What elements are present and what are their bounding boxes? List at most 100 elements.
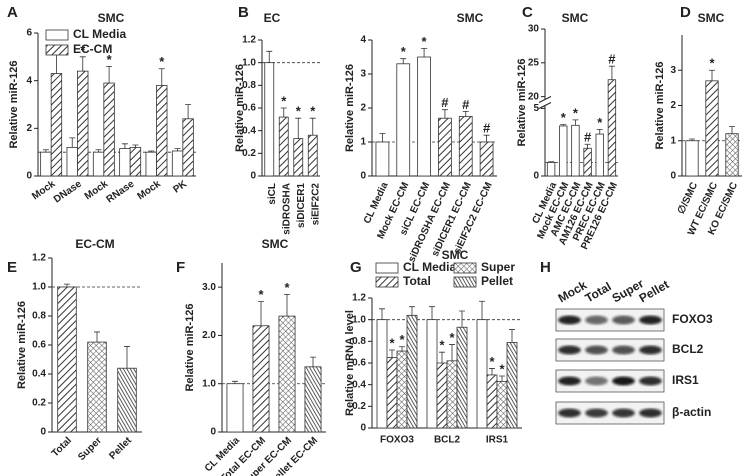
- y-tick-label: 0.2: [242, 148, 256, 159]
- y-tick-label: 0: [360, 171, 366, 182]
- y-tick-label: 0.6: [32, 340, 46, 351]
- error-bar: [280, 107, 287, 118]
- blot-band: [612, 408, 635, 418]
- legend-label: Super: [481, 260, 515, 274]
- error-bar: [379, 133, 386, 142]
- bar: [476, 319, 488, 429]
- y-axis-label: Relative miR-126: [234, 64, 246, 152]
- y-tick-label: 0.6: [242, 103, 256, 114]
- y-tick-label: 1.0: [202, 378, 216, 389]
- error-bar: [79, 56, 86, 72]
- y-tick-label: 0.8: [242, 80, 256, 91]
- bar: [278, 116, 289, 177]
- y-tick-label: 1.0: [32, 282, 46, 293]
- legend-swatch: [453, 276, 477, 288]
- y-tick-label: 3.0: [202, 282, 216, 293]
- bar: [92, 151, 105, 177]
- y-tick-label: 0: [250, 171, 256, 182]
- y-tick-label: 0.4: [352, 379, 366, 390]
- bar: [546, 162, 556, 177]
- x-tick-label: siCL: [267, 183, 278, 205]
- blot-band: [612, 345, 635, 355]
- bar: [479, 141, 494, 177]
- blot-band: [558, 376, 581, 386]
- y-tick-label: 0.8: [352, 336, 366, 347]
- bar: [396, 63, 411, 177]
- panel-letter: G: [350, 259, 362, 276]
- legend-swatch: [375, 262, 399, 274]
- bar: [583, 147, 592, 177]
- error-bar: [439, 351, 445, 363]
- legend-label: Total: [403, 274, 431, 288]
- error-bar: [560, 124, 567, 126]
- bar: [436, 362, 448, 429]
- x-tick-label: siEIF2C2: [310, 183, 321, 226]
- blot-band: [558, 345, 581, 355]
- error-bar: [584, 143, 591, 149]
- error-bar: [489, 368, 495, 375]
- error-bar: [232, 380, 238, 384]
- error-bar: [399, 346, 405, 352]
- legend-swatch: [45, 44, 69, 56]
- blot-band: [612, 315, 635, 325]
- y-tick-label: 4: [26, 75, 32, 86]
- chart-title: EC: [264, 11, 281, 25]
- error-bar: [379, 308, 385, 320]
- significance-label: *: [422, 34, 428, 49]
- bar: [50, 73, 63, 177]
- bar: [458, 116, 473, 177]
- error-bar: [95, 149, 102, 153]
- y-tick-label: 1: [670, 135, 676, 146]
- row-label: BCL2: [672, 342, 704, 356]
- error-bar: [174, 148, 181, 151]
- legend-label: CL Media: [403, 260, 456, 274]
- bar: [40, 151, 52, 177]
- y-tick-label: 0.4: [32, 369, 46, 380]
- y-axis-label: Relative mRNA level: [344, 310, 356, 416]
- legend-label: Pellet: [481, 274, 513, 288]
- legend-swatch: [45, 29, 69, 41]
- bar: [87, 341, 107, 433]
- error-bar: [266, 50, 273, 63]
- chart-title: SMC: [457, 11, 484, 25]
- significance-label: *: [709, 56, 715, 71]
- significance-label: #: [462, 97, 470, 112]
- legend-swatch: [375, 276, 399, 288]
- bar: [595, 133, 604, 177]
- panel-letter: C: [522, 4, 533, 21]
- y-tick-label: 2: [26, 123, 32, 134]
- error-bar: [689, 138, 695, 141]
- y-axis-label: Relative miR-126: [16, 301, 28, 389]
- row-label: β-actin: [672, 405, 711, 419]
- error-bar: [479, 300, 485, 320]
- significance-label: *: [573, 105, 579, 120]
- bar: [77, 70, 89, 177]
- error-bar: [121, 143, 128, 149]
- bar: [506, 342, 518, 429]
- error-bar: [509, 329, 515, 343]
- significance-label: *: [296, 104, 302, 119]
- blot-frame: [555, 369, 665, 393]
- y-tick-label: 0: [210, 427, 216, 438]
- error-bar: [124, 346, 130, 369]
- chart-title: SMC: [562, 11, 589, 25]
- error-bar: [132, 144, 139, 148]
- bar: [705, 80, 719, 177]
- y-tick-label: 6: [26, 28, 32, 39]
- significance-label: *: [401, 44, 407, 59]
- error-bar: [389, 349, 395, 358]
- error-bar: [148, 150, 155, 153]
- bar: [293, 138, 304, 177]
- chart-title: SMC: [698, 11, 725, 25]
- error-bar: [69, 137, 76, 148]
- blot-band: [639, 408, 662, 418]
- x-tick-label: siDICER1: [296, 183, 307, 228]
- significance-label: *: [281, 93, 287, 108]
- y-tick-label: 0: [26, 171, 32, 182]
- y-tick-label: 1.0: [352, 314, 366, 325]
- bar: [278, 315, 296, 433]
- error-bar: [483, 134, 490, 142]
- bar: [417, 56, 431, 177]
- blot-band: [639, 345, 662, 355]
